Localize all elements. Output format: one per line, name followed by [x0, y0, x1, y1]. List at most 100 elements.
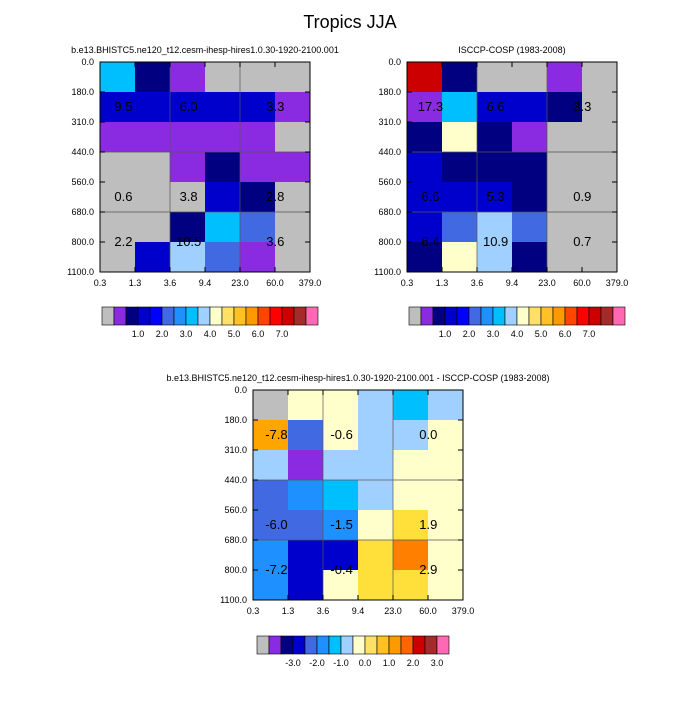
colorbar-swatch [516, 306, 530, 326]
heatmap-cell [512, 212, 548, 243]
colorbar-model: 1.0 2.0 3.0 4.0 5.0 6.0 7.0 [101, 306, 319, 339]
panel-title: b.e13.BHISTC5.ne120_t12.cesm-ihesp-hires… [166, 373, 549, 383]
heatmap-cell [205, 62, 241, 93]
y-tick-label: 680.0 [378, 207, 401, 217]
colorbar-swatch [340, 635, 354, 655]
colorbar-swatch [197, 306, 211, 326]
heatmap-cell [323, 480, 359, 511]
data-label: -7.8 [265, 427, 287, 442]
heatmap-cell [582, 212, 618, 243]
data-label: 0.9 [573, 189, 591, 204]
colorbar-swatch [281, 306, 295, 326]
data-label: 10.5 [176, 234, 201, 249]
colorbar-swatch [352, 635, 366, 655]
heatmap-cell [323, 420, 359, 451]
heatmap-cell [428, 480, 464, 511]
data-label: -0.4 [330, 562, 352, 577]
heatmap-cell [275, 92, 311, 123]
colorbar-label: 1.0 [132, 329, 145, 339]
heatmap-cell [407, 212, 443, 243]
x-tick-label: 9.4 [352, 606, 365, 616]
heatmap-cell [442, 92, 478, 123]
y-tick-label: 1100.0 [220, 595, 247, 605]
data-label: -7.2 [265, 562, 287, 577]
colorbar-difference: -3.0 -2.0 -1.0 0.0 1.0 2.0 3.0 [256, 635, 450, 668]
heatmap-cell [582, 62, 618, 93]
colorbar-label: -3.0 [285, 658, 301, 668]
heatmap-cell [582, 242, 618, 273]
heatmap-cell [323, 570, 359, 601]
colorbar-swatch [600, 306, 614, 326]
heatmap-cell [170, 122, 206, 153]
colorbar-swatch [588, 306, 602, 326]
heatmap-cell [253, 450, 289, 481]
heatmap-cell [170, 242, 206, 273]
x-tick-label: 379.0 [452, 606, 475, 616]
y-tick-label: 680.0 [224, 535, 247, 545]
colorbar-swatch [480, 306, 494, 326]
heatmap-cell [393, 450, 429, 481]
heatmap-cell [428, 450, 464, 481]
heatmap-cell [170, 92, 206, 123]
heatmap-cell [275, 122, 311, 153]
colorbar-swatch [432, 306, 446, 326]
heatmap-cell [512, 182, 548, 213]
heatmap-cell [547, 92, 583, 123]
colorbar-label: 5.0 [228, 329, 241, 339]
heatmap-cell [428, 390, 464, 421]
colorbar-swatch [328, 635, 342, 655]
heatmap-cell [442, 242, 478, 273]
colorbar-swatch [173, 306, 187, 326]
heatmap-cell [205, 182, 241, 213]
colorbar-swatch [280, 635, 294, 655]
colorbar-label: 7.0 [583, 329, 596, 339]
colorbar-swatch [269, 306, 283, 326]
y-tick-label: 180.0 [378, 87, 401, 97]
heatmap-cell [288, 570, 324, 601]
y-tick-label: 1100.0 [67, 267, 94, 277]
colorbar-swatch [576, 306, 590, 326]
heatmap-cell [100, 152, 136, 183]
colorbar-label: 1.0 [383, 658, 396, 668]
colorbar-label: 0.0 [359, 658, 372, 668]
data-label: 3.3 [573, 99, 591, 114]
x-tick-label: 23.0 [384, 606, 402, 616]
panel-difference: b.e13.BHISTC5.ne120_t12.cesm-ihesp-hires… [166, 373, 549, 616]
colorbar-swatch [185, 306, 199, 326]
x-tick-label: 0.3 [94, 278, 107, 288]
heatmap-cell [288, 390, 324, 421]
heatmap-cell [135, 242, 171, 273]
colorbar-label: 3.0 [180, 329, 193, 339]
colorbar-swatch [257, 306, 271, 326]
colorbar-swatch [540, 306, 554, 326]
heatmap-cell [205, 152, 241, 183]
colorbar-swatch [504, 306, 518, 326]
colorbar-swatch [420, 306, 434, 326]
data-label: 3.8 [180, 189, 198, 204]
x-tick-label: 3.6 [317, 606, 330, 616]
heatmap-cell [358, 570, 394, 601]
y-tick-label: 310.0 [71, 117, 94, 127]
panel-model: b.e13.BHISTC5.ne120_t12.cesm-ihesp-hires… [67, 45, 339, 288]
data-label: 0.0 [419, 427, 437, 442]
heatmap-cell [240, 122, 276, 153]
y-tick-label: 180.0 [224, 415, 247, 425]
y-tick-label: 680.0 [71, 207, 94, 217]
heatmap-cell [393, 510, 429, 541]
heatmap-cell [288, 540, 324, 571]
data-label: 2.8 [266, 189, 284, 204]
colorbar-swatch [468, 306, 482, 326]
x-tick-label: 1.3 [436, 278, 449, 288]
heatmap-cell [135, 182, 171, 213]
heatmap-cell [393, 540, 429, 571]
heatmap-cell [442, 62, 478, 93]
x-tick-label: 23.0 [231, 278, 249, 288]
x-tick-label: 0.3 [247, 606, 260, 616]
heatmap-cell [135, 152, 171, 183]
panel-isccp: ISCCP-COSP (1983-2008) 0.3 1.3 3.6 9.4 23.0 60… [374, 45, 628, 288]
heatmap-cell [442, 212, 478, 243]
heatmap-cell [323, 450, 359, 481]
colorbar-swatch [400, 635, 414, 655]
heatmap-cell [135, 212, 171, 243]
heatmap-cell [170, 182, 206, 213]
